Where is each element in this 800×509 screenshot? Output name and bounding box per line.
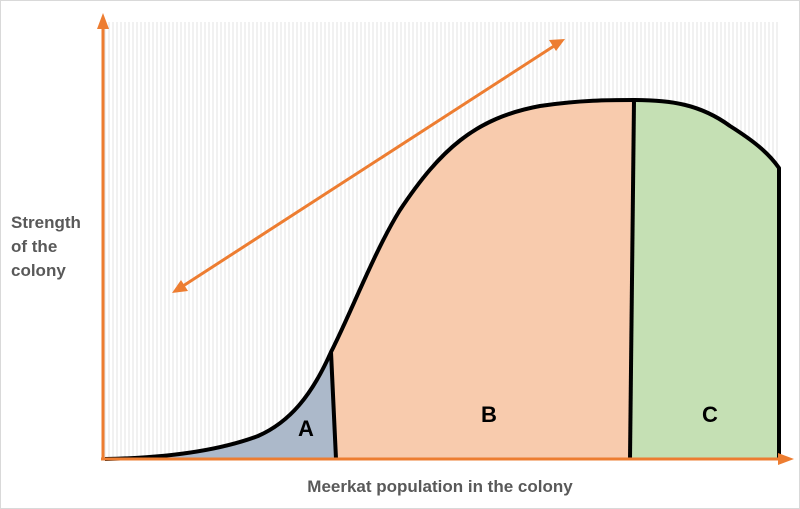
divider-b-c <box>628 99 636 460</box>
y-axis-label: Strength of the colony <box>11 211 106 283</box>
region-a-label: A <box>298 416 314 441</box>
divider-a-b <box>329 351 338 460</box>
double-arrow <box>172 39 565 293</box>
region-c-label: C <box>702 402 718 427</box>
region-b <box>331 100 634 459</box>
double-arrow-head-upper <box>549 39 565 51</box>
y-axis-label-line-3: colony <box>11 261 66 280</box>
x-axis-arrowhead <box>778 453 794 465</box>
double-arrow-head-lower <box>172 280 188 293</box>
strength-curve <box>104 98 781 461</box>
y-axis-label-line-2: of the <box>11 237 58 256</box>
region-b-label: B <box>481 402 497 427</box>
y-axis-label-line-1: Strength <box>11 213 81 232</box>
x-axis-label: Meerkat population in the colony <box>307 477 573 496</box>
axes <box>97 13 794 465</box>
region-a <box>105 352 336 459</box>
y-axis-arrowhead <box>97 13 109 29</box>
region-c <box>630 100 779 459</box>
